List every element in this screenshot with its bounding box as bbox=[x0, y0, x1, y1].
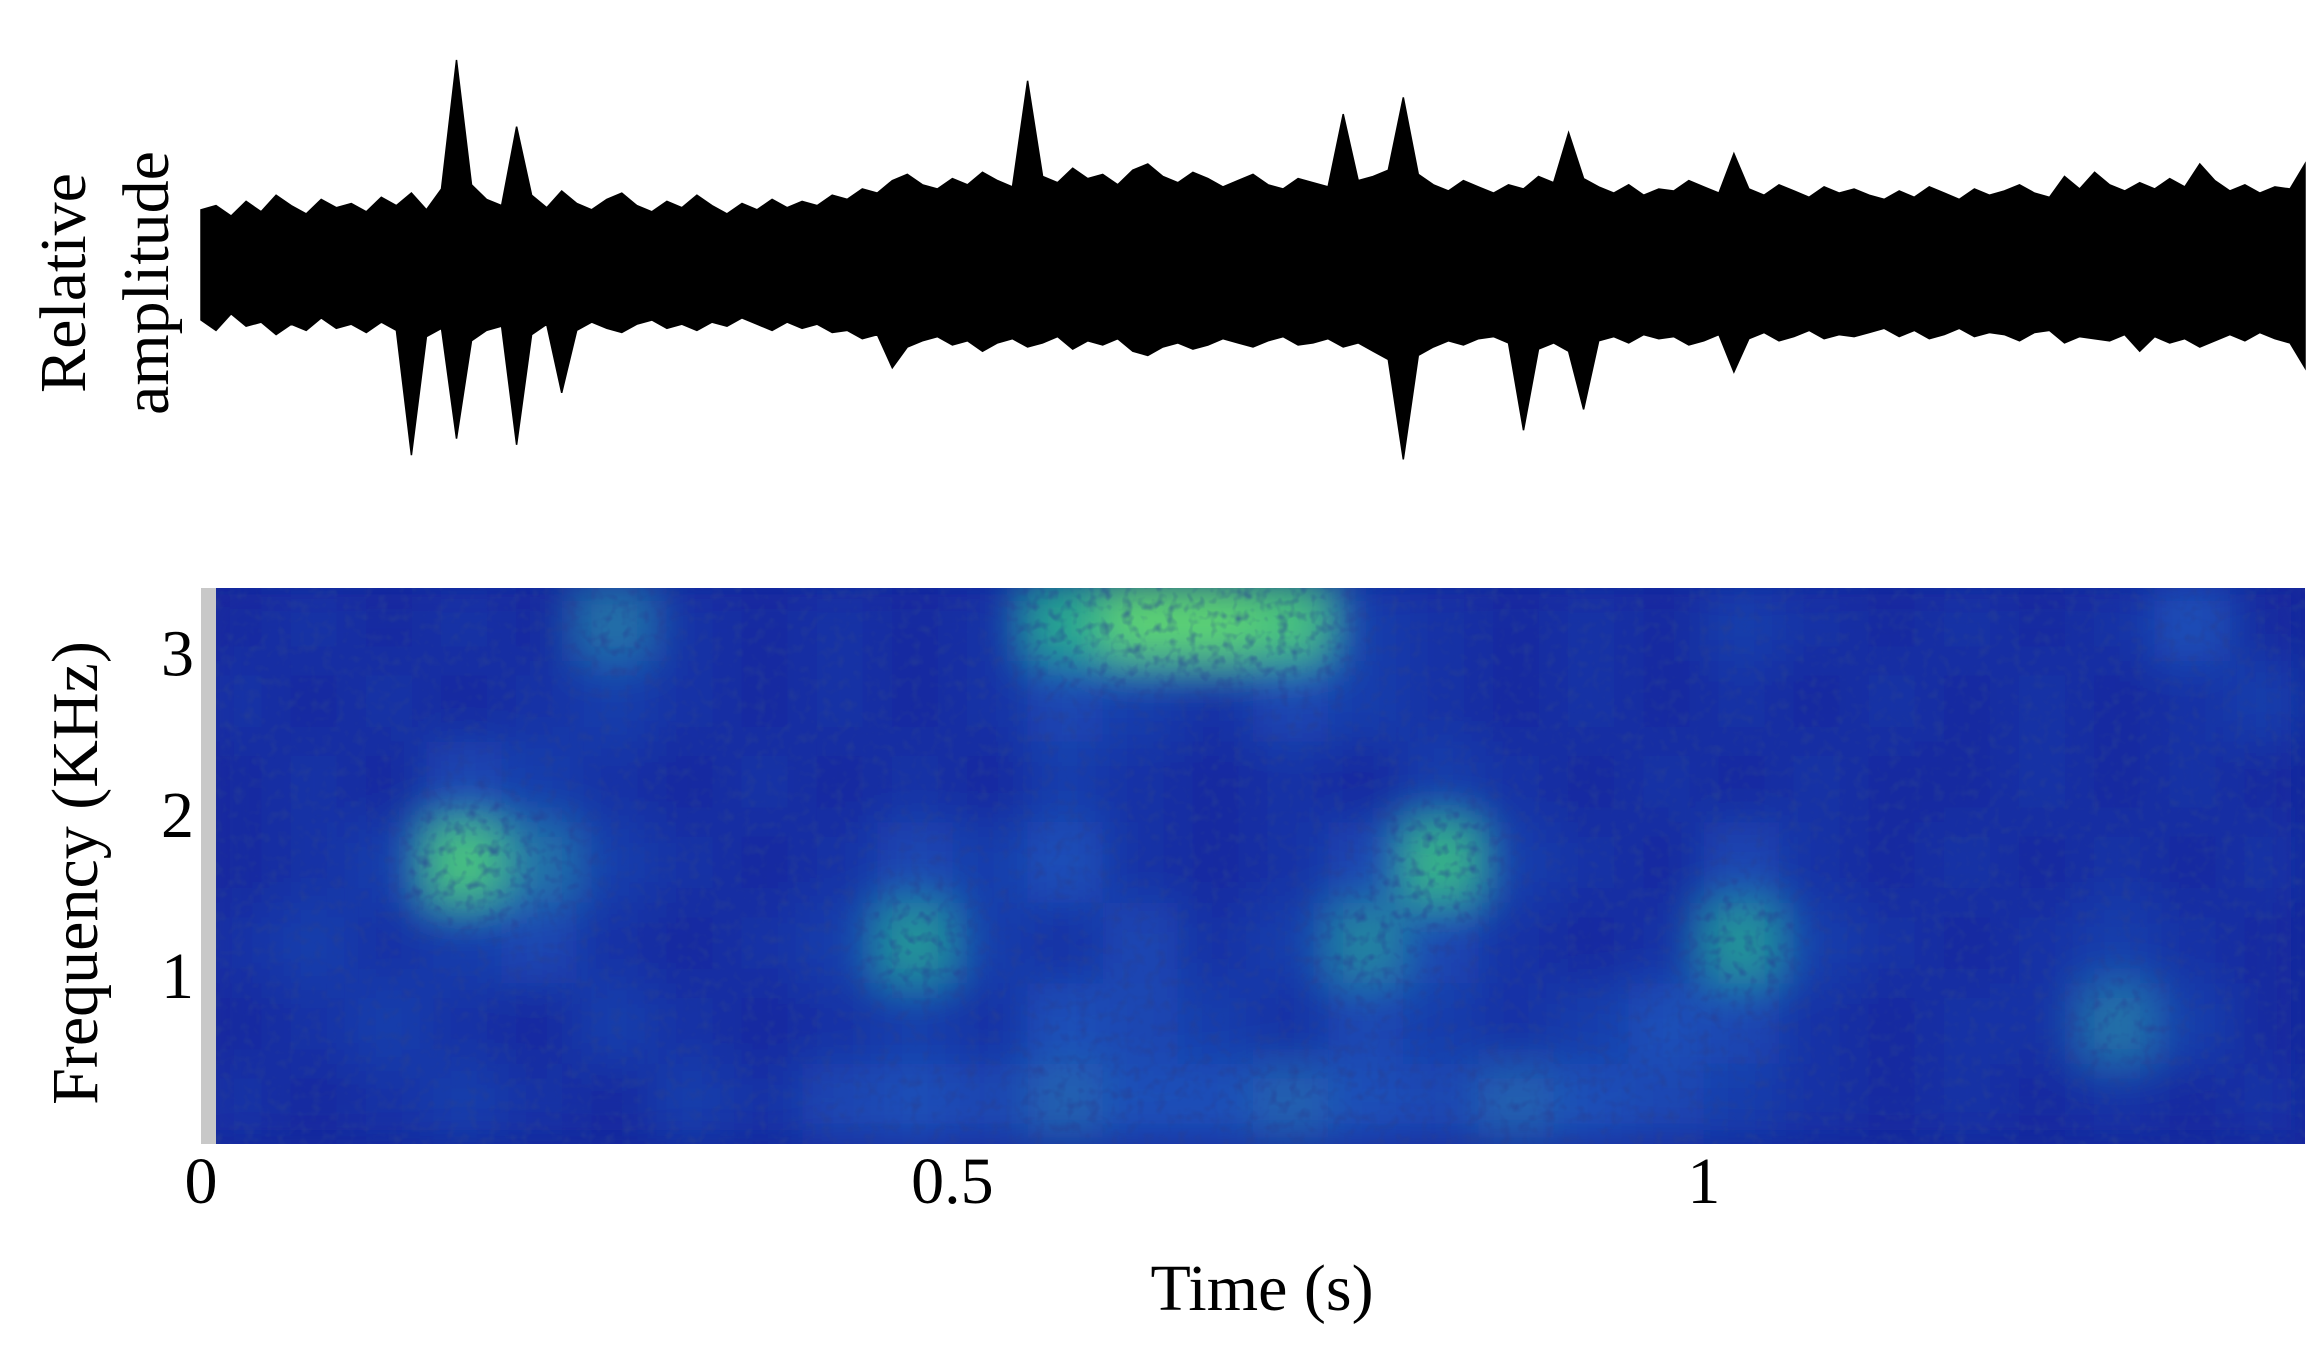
waveform bbox=[200, 59, 2306, 460]
x-tick-label: 1 bbox=[1687, 1145, 1720, 1218]
spectrogram-texture bbox=[216, 588, 2305, 1144]
y-axis-label: Frequency (KHz) bbox=[39, 641, 112, 1105]
y-axis-label: amplitude bbox=[110, 151, 183, 415]
y-tick-label: 2 bbox=[161, 779, 194, 852]
spectrogram bbox=[216, 588, 2305, 1144]
y-axis-label: Relative bbox=[27, 173, 100, 393]
y-tick-label: 1 bbox=[161, 940, 194, 1013]
x-axis-label: Time (s) bbox=[1150, 1252, 1373, 1325]
x-tick-label: 0.5 bbox=[911, 1145, 994, 1218]
axis-strip bbox=[201, 588, 216, 1144]
y-tick-label: 3 bbox=[161, 618, 194, 691]
x-tick-label: 0 bbox=[185, 1145, 218, 1218]
